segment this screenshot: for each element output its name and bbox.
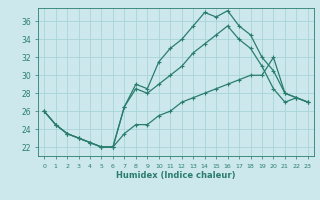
X-axis label: Humidex (Indice chaleur): Humidex (Indice chaleur): [116, 171, 236, 180]
